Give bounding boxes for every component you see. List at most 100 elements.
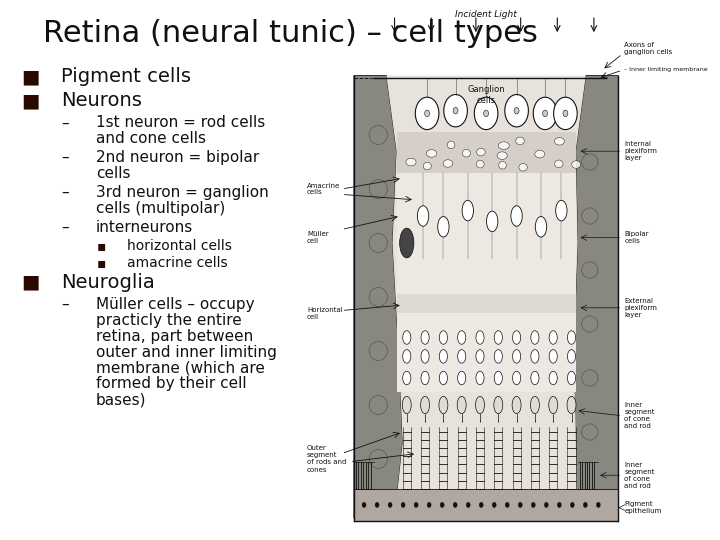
Bar <box>397 294 575 313</box>
Ellipse shape <box>487 211 498 232</box>
Ellipse shape <box>549 396 558 414</box>
Polygon shape <box>354 76 402 518</box>
Ellipse shape <box>369 449 387 468</box>
Text: ■: ■ <box>22 91 40 111</box>
Ellipse shape <box>462 200 474 221</box>
Text: Horizontal
cell: Horizontal cell <box>307 307 343 320</box>
Ellipse shape <box>480 502 483 508</box>
Bar <box>354 489 618 521</box>
Text: horizontal cells: horizontal cells <box>127 239 233 253</box>
Ellipse shape <box>388 502 392 508</box>
Text: cells: cells <box>96 166 130 181</box>
Text: bases): bases) <box>96 393 146 407</box>
Ellipse shape <box>518 502 522 508</box>
Bar <box>397 173 575 297</box>
Ellipse shape <box>427 502 431 508</box>
Ellipse shape <box>402 396 411 414</box>
Ellipse shape <box>536 159 547 166</box>
Text: 2nd neuron = bipolar: 2nd neuron = bipolar <box>96 150 259 165</box>
Ellipse shape <box>505 94 528 127</box>
Text: –: – <box>61 150 69 165</box>
Ellipse shape <box>511 206 522 226</box>
Ellipse shape <box>439 330 447 345</box>
Ellipse shape <box>458 350 466 363</box>
Text: Amacrine
cells: Amacrine cells <box>307 183 341 195</box>
Ellipse shape <box>369 342 387 361</box>
Ellipse shape <box>549 330 557 345</box>
Ellipse shape <box>582 208 598 224</box>
Text: 1st neuron = rod cells: 1st neuron = rod cells <box>96 116 265 130</box>
Ellipse shape <box>516 152 526 159</box>
Ellipse shape <box>513 330 521 345</box>
Polygon shape <box>387 76 586 518</box>
Ellipse shape <box>494 396 503 414</box>
Ellipse shape <box>582 316 598 332</box>
Ellipse shape <box>482 150 492 158</box>
Text: cells (multipolar): cells (multipolar) <box>96 201 225 216</box>
Text: ■: ■ <box>22 273 40 292</box>
Ellipse shape <box>453 107 458 114</box>
Ellipse shape <box>400 228 414 258</box>
Ellipse shape <box>457 396 466 414</box>
Ellipse shape <box>362 502 366 508</box>
Text: 3rd neuron = ganglion: 3rd neuron = ganglion <box>96 185 269 200</box>
Ellipse shape <box>476 372 484 384</box>
Ellipse shape <box>482 158 493 166</box>
Ellipse shape <box>567 396 576 414</box>
Ellipse shape <box>439 140 450 147</box>
Text: Neuroglia: Neuroglia <box>61 273 155 292</box>
Ellipse shape <box>401 160 413 167</box>
Ellipse shape <box>583 502 588 508</box>
Ellipse shape <box>531 330 539 345</box>
Ellipse shape <box>567 330 575 345</box>
Ellipse shape <box>531 350 539 363</box>
Text: Müller cells – occupy: Müller cells – occupy <box>96 296 254 312</box>
Ellipse shape <box>375 502 379 508</box>
Ellipse shape <box>439 350 447 363</box>
Text: Neurons: Neurons <box>61 91 142 111</box>
Ellipse shape <box>556 200 567 221</box>
Bar <box>397 313 575 392</box>
Ellipse shape <box>462 141 472 149</box>
Text: ▪: ▪ <box>97 239 107 253</box>
Text: and cone cells: and cone cells <box>96 131 206 146</box>
Ellipse shape <box>513 350 521 363</box>
Ellipse shape <box>549 372 557 384</box>
Ellipse shape <box>444 94 467 127</box>
Text: External
plexiform
layer: External plexiform layer <box>624 298 657 318</box>
Ellipse shape <box>582 154 598 170</box>
Text: Internal
plexiform
layer: Internal plexiform layer <box>624 141 657 161</box>
Text: Pigment cells: Pigment cells <box>61 68 192 86</box>
Ellipse shape <box>438 217 449 237</box>
Text: ■: ■ <box>22 68 40 86</box>
Ellipse shape <box>458 330 466 345</box>
Ellipse shape <box>439 396 448 414</box>
Ellipse shape <box>425 110 430 117</box>
Ellipse shape <box>535 148 543 156</box>
Ellipse shape <box>494 330 503 345</box>
Text: Bipolar
cells: Bipolar cells <box>624 231 649 244</box>
Ellipse shape <box>499 141 506 149</box>
Ellipse shape <box>402 372 411 384</box>
Ellipse shape <box>570 502 575 508</box>
Bar <box>397 132 575 173</box>
Text: Retina (neural tunic) – cell types: Retina (neural tunic) – cell types <box>43 19 538 48</box>
Text: ▪: ▪ <box>97 255 107 269</box>
Text: Inner
segment
of cone
and rod: Inner segment of cone and rod <box>624 402 655 429</box>
Ellipse shape <box>474 97 498 130</box>
Text: Axons of
ganglion cells: Axons of ganglion cells <box>624 42 672 55</box>
Ellipse shape <box>369 287 387 306</box>
Ellipse shape <box>420 396 430 414</box>
Ellipse shape <box>567 372 575 384</box>
Ellipse shape <box>531 372 539 384</box>
Ellipse shape <box>428 137 438 145</box>
Text: – Inner limiting membrane: – Inner limiting membrane <box>624 66 708 72</box>
Ellipse shape <box>582 370 598 386</box>
Ellipse shape <box>439 372 447 384</box>
Ellipse shape <box>369 179 387 198</box>
Ellipse shape <box>552 149 559 157</box>
Ellipse shape <box>570 150 581 157</box>
Text: Ganglion
cells: Ganglion cells <box>467 85 505 105</box>
Ellipse shape <box>476 330 484 345</box>
Ellipse shape <box>582 424 598 440</box>
